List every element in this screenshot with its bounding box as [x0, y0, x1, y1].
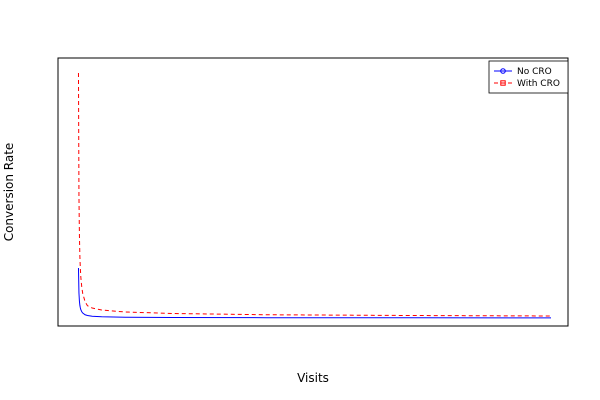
- legend-label-no-cro: No CRO: [517, 67, 552, 77]
- y-axis-label: Conversion Rate: [2, 143, 16, 242]
- legend-label-with-cro: With CRO: [517, 79, 560, 89]
- series-line-no-cro: [77, 267, 552, 319]
- legend: No CRO With CRO: [488, 60, 569, 94]
- series-line-with-cro: [77, 72, 552, 317]
- legend-box: [488, 60, 569, 94]
- legend-marker-with-cro: [500, 80, 506, 86]
- legend-marker-no-cro: [500, 68, 506, 74]
- plot-area-frame: [57, 57, 569, 327]
- x-axis-label: Visits: [297, 371, 329, 385]
- series-layer: [77, 72, 552, 319]
